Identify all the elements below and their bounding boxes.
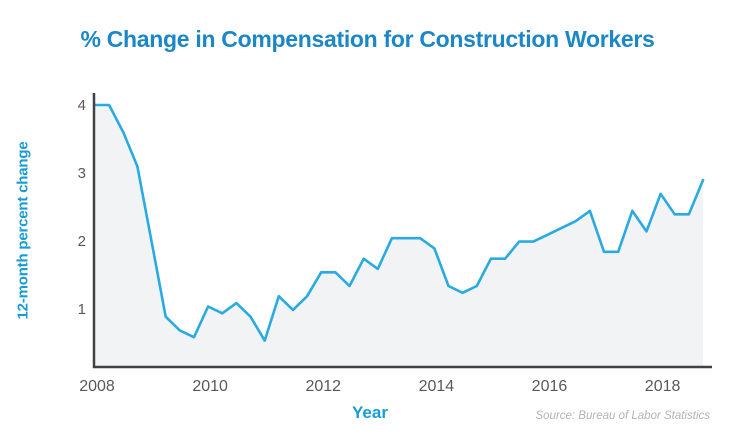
x-tick-label: 2016	[531, 378, 568, 395]
chart-title: % Change in Compensation for Constructio…	[80, 26, 655, 52]
x-axis-title: Year	[352, 403, 388, 422]
x-tick-label: 2014	[418, 378, 455, 395]
source-note: Source: Bureau of Labor Statistics	[535, 410, 710, 422]
series-line	[93, 103, 705, 342]
x-tick-label: 2018	[644, 378, 681, 395]
x-tick-label: 2012	[305, 378, 342, 395]
y-tick-label: 2	[77, 233, 86, 251]
y-tick-label: 3	[77, 164, 86, 182]
y-tick-label: 4	[77, 96, 86, 114]
x-tick-label: 2010	[192, 378, 228, 395]
series-area-fill	[95, 105, 703, 366]
x-tick-label: 2008	[79, 378, 115, 395]
y-tick-label: 1	[77, 301, 86, 319]
